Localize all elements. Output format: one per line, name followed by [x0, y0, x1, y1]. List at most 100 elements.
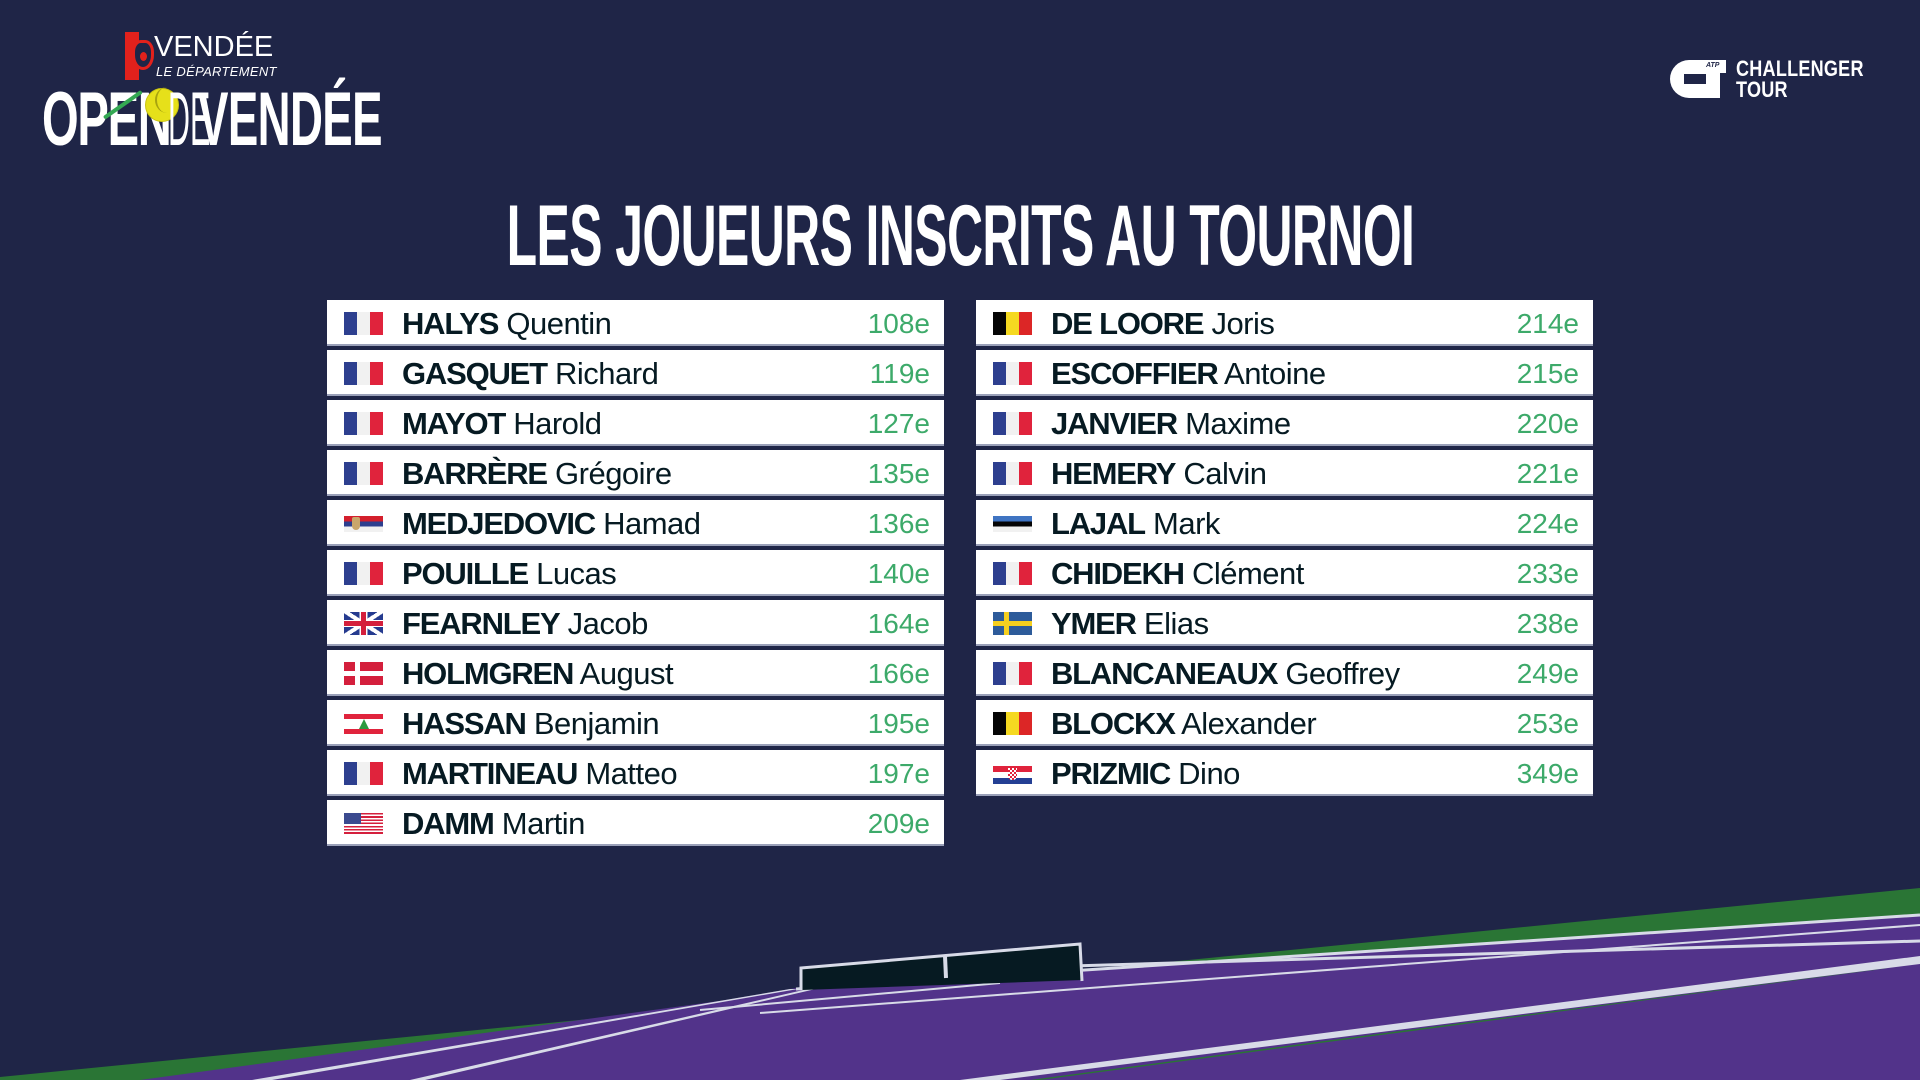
flag-fr-icon [344, 312, 383, 335]
page-title: LES JOUEURS INSCRITS AU TOURNOI [506, 188, 1414, 284]
player-first-name: Dino [1178, 756, 1240, 791]
player-last-name: PRIZMIC [1051, 756, 1171, 791]
player-last-name: DE LOORE [1051, 306, 1205, 341]
player-name: POUILLE Lucas [402, 550, 617, 596]
player-last-name: HALYS [402, 306, 499, 341]
player-rank: 164e [867, 608, 930, 639]
open-de-vendee-logo: VENDÉE LE DÉPARTEMENT OPEN DE VENDÉE [40, 28, 383, 162]
player-rank: 215e [1516, 358, 1579, 389]
player-rank: 108e [867, 308, 930, 339]
flag-dk-icon [344, 662, 383, 685]
flag-fr-icon [993, 662, 1032, 685]
tour-line-2: TOUR [1736, 77, 1788, 102]
player-rank: 140e [867, 558, 930, 589]
vendee-heart-icon [132, 40, 154, 70]
player-first-name: Martin [501, 806, 586, 841]
flag-fr-icon [344, 362, 383, 385]
player-name: HALYS Quentin [402, 300, 612, 346]
player-last-name: YMER [1051, 606, 1137, 641]
player-last-name: HASSAN [402, 706, 527, 741]
player-last-name: FEARNLEY [402, 606, 561, 641]
player-first-name: Calvin [1183, 456, 1267, 491]
player-name: BLOCKX Alexander [1051, 700, 1317, 746]
player-name: BARRÈRE Grégoire [402, 450, 672, 496]
player-last-name: HEMERY [1051, 456, 1176, 491]
flag-fr-icon [993, 412, 1032, 435]
player-rank: 166e [867, 658, 930, 689]
player-first-name: Hamad [603, 506, 701, 541]
player-row: CHIDEKH Clément 233e [976, 550, 1593, 596]
challenger-tour-text: CHALLENGER TOUR [1736, 58, 1864, 102]
flag-fr-icon [993, 462, 1032, 485]
player-name: PRIZMIC Dino [1051, 750, 1240, 796]
player-row: YMER Elias 238e [976, 600, 1593, 646]
player-last-name: JANVIER [1051, 406, 1178, 441]
player-last-name: MARTINEAU [402, 756, 578, 791]
player-first-name: Alexander [1181, 706, 1317, 741]
player-list-left: HALYS Quentin 108e GASQUET Richard 119e … [327, 300, 944, 850]
player-name: DE LOORE Joris [1051, 300, 1275, 346]
player-name: MAYOT Harold [402, 400, 602, 446]
flag-fr-icon [344, 562, 383, 585]
player-rank: 195e [867, 708, 930, 739]
player-last-name: CHIDEKH [1051, 556, 1185, 591]
player-row: PRIZMIC Dino 349e [976, 750, 1593, 796]
player-name: MARTINEAU Matteo [402, 750, 678, 796]
player-row: GASQUET Richard 119e [327, 350, 944, 396]
player-name: JANVIER Maxime [1051, 400, 1291, 446]
event-de-word: DE [168, 77, 211, 162]
player-name: BLANCANEAUX Geoffrey [1051, 650, 1400, 696]
player-name: MEDJEDOVIC Hamad [402, 500, 701, 546]
player-rank: 135e [867, 458, 930, 489]
flag-gb-icon [344, 612, 383, 635]
player-first-name: Harold [513, 406, 602, 441]
flag-ee-icon [993, 516, 1032, 532]
player-last-name: MAYOT [402, 406, 506, 441]
player-row: MEDJEDOVIC Hamad 136e [327, 500, 944, 546]
player-rank: 136e [867, 508, 930, 539]
player-first-name: August [579, 656, 674, 691]
player-name: ESCOFFIER Antoine [1051, 350, 1326, 396]
player-last-name: ESCOFFIER [1051, 356, 1219, 391]
flag-us-icon [344, 813, 383, 834]
player-row: DAMM Martin 209e [327, 800, 944, 846]
player-row: HALYS Quentin 108e [327, 300, 944, 346]
player-last-name: POUILLE [402, 556, 529, 591]
flag-be-icon [993, 712, 1032, 735]
player-first-name: Grégoire [555, 456, 672, 491]
player-first-name: Joris [1211, 306, 1275, 341]
player-rank: 214e [1516, 308, 1579, 339]
player-last-name: GASQUET [402, 356, 548, 391]
player-name: FEARNLEY Jacob [402, 600, 648, 646]
player-row: BLOCKX Alexander 253e [976, 700, 1593, 746]
player-first-name: Antoine [1224, 356, 1326, 391]
player-last-name: BLANCANEAUX [1051, 656, 1278, 691]
player-rank: 238e [1516, 608, 1579, 639]
player-first-name: Jacob [567, 606, 649, 641]
player-name: CHIDEKH Clément [1051, 550, 1304, 596]
player-rank: 253e [1516, 708, 1579, 739]
player-row: LAJAL Mark 224e [976, 500, 1593, 546]
player-first-name: Geoffrey [1285, 656, 1400, 691]
player-rank: 119e [869, 358, 930, 389]
flag-hr-icon [993, 766, 1032, 784]
player-first-name: Clément [1191, 556, 1304, 591]
player-row: POUILLE Lucas 140e [327, 550, 944, 596]
player-row: BLANCANEAUX Geoffrey 249e [976, 650, 1593, 696]
sponsor-name: VENDÉE [154, 31, 274, 63]
player-rank: 221e [1516, 458, 1579, 489]
player-rank: 209e [867, 808, 930, 839]
player-row: MARTINEAU Matteo 197e [327, 750, 944, 796]
flag-be-icon [993, 312, 1032, 335]
player-last-name: BARRÈRE [402, 456, 548, 491]
tennis-ball-icon [145, 87, 179, 122]
player-row: BARRÈRE Grégoire 135e [327, 450, 944, 496]
player-rank: 197e [867, 758, 930, 789]
flag-fr-icon [344, 762, 383, 785]
player-first-name: Elias [1143, 606, 1209, 641]
flag-fr-icon [344, 412, 383, 435]
player-last-name: BLOCKX [1051, 706, 1176, 741]
flag-rs-icon [344, 516, 383, 532]
player-first-name: Matteo [585, 756, 678, 791]
